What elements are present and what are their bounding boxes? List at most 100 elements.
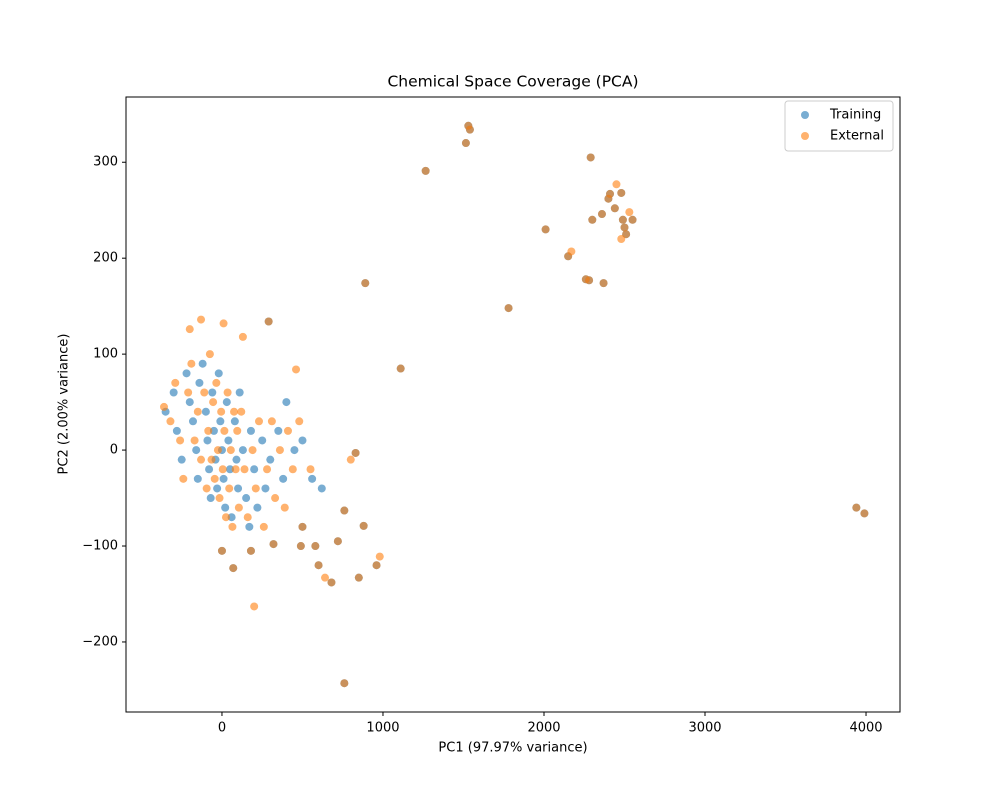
scatter-point bbox=[206, 494, 215, 503]
legend-label: External bbox=[830, 129, 884, 144]
x-axis-label: PC1 (97.97% variance) bbox=[438, 741, 587, 756]
scatter-point bbox=[182, 369, 191, 378]
scatter-point bbox=[185, 398, 194, 407]
scatter-point bbox=[205, 350, 214, 359]
scatter-point bbox=[248, 446, 257, 455]
scatter-point bbox=[203, 436, 212, 445]
scatter-point bbox=[317, 484, 326, 493]
scatter-point bbox=[215, 494, 224, 503]
scatter-point bbox=[461, 139, 470, 148]
scatter-point bbox=[274, 426, 283, 435]
scatter-point bbox=[179, 474, 188, 483]
scatter-point bbox=[421, 166, 430, 175]
scatter-point bbox=[227, 513, 236, 522]
scatter-point bbox=[296, 542, 305, 551]
scatter-point bbox=[233, 426, 242, 435]
scatter-point bbox=[216, 417, 225, 426]
scatter-point bbox=[198, 359, 207, 368]
y-tick-label: 200 bbox=[93, 251, 118, 266]
scatter-point bbox=[237, 407, 246, 416]
legend-box bbox=[784, 100, 894, 152]
scatter-point bbox=[171, 378, 180, 387]
y-tick-label: 0 bbox=[110, 443, 118, 458]
scatter-point bbox=[204, 426, 213, 435]
scatter-point bbox=[169, 388, 178, 397]
scatter-point bbox=[159, 402, 168, 411]
scatter-point bbox=[231, 465, 240, 474]
x-tick-label: 3000 bbox=[688, 721, 721, 736]
y-tick-label: 100 bbox=[93, 347, 118, 362]
scatter-point bbox=[188, 417, 197, 426]
legend-label: Training bbox=[829, 108, 881, 123]
scatter-point bbox=[586, 153, 595, 162]
scatter-point bbox=[212, 378, 221, 387]
scatter-point bbox=[201, 407, 210, 416]
scatter-point bbox=[193, 474, 202, 483]
scatter-point bbox=[250, 602, 259, 611]
scatter-point bbox=[541, 225, 550, 234]
scatter-point bbox=[238, 446, 247, 455]
scatter-point bbox=[197, 315, 206, 324]
scatter-point bbox=[209, 398, 218, 407]
scatter-point bbox=[176, 436, 185, 445]
scatter-point bbox=[567, 247, 576, 256]
scatter-point bbox=[190, 436, 199, 445]
scatter-point bbox=[628, 215, 637, 224]
scatter-point bbox=[229, 564, 238, 573]
scatter-point bbox=[585, 276, 594, 285]
scatter-point bbox=[192, 446, 201, 455]
scatter-point bbox=[218, 465, 227, 474]
scatter-point bbox=[599, 279, 608, 288]
scatter-point bbox=[221, 513, 230, 522]
scatter-point bbox=[269, 540, 278, 549]
scatter-point bbox=[295, 417, 304, 426]
scatter-point bbox=[290, 446, 299, 455]
scatter-point bbox=[375, 552, 384, 561]
scatter-point bbox=[504, 304, 513, 313]
scatter-point bbox=[220, 426, 229, 435]
scatter-point bbox=[292, 365, 301, 374]
scatter-point bbox=[253, 503, 262, 512]
scatter-point bbox=[852, 503, 861, 512]
scatter-point bbox=[223, 388, 232, 397]
scatter-point bbox=[208, 388, 217, 397]
scatter-point bbox=[222, 398, 231, 407]
scatter-point bbox=[283, 426, 292, 435]
scatter-point bbox=[266, 455, 275, 464]
scatter-point bbox=[193, 407, 202, 416]
scatter-point bbox=[226, 465, 235, 474]
scatter-point bbox=[340, 506, 349, 515]
scatter-point bbox=[224, 436, 233, 445]
scatter-point bbox=[187, 359, 196, 368]
scatter-point bbox=[238, 332, 247, 341]
scatter-point bbox=[620, 223, 629, 232]
x-tick-label: 4000 bbox=[849, 721, 882, 736]
scatter-point bbox=[234, 484, 243, 493]
scatter-point bbox=[251, 484, 260, 493]
scatter-point bbox=[588, 215, 597, 224]
scatter-point bbox=[232, 455, 241, 464]
scatter-point bbox=[264, 317, 273, 326]
scatter-point bbox=[213, 446, 222, 455]
scatter-point bbox=[195, 378, 204, 387]
plot-frame bbox=[125, 96, 901, 713]
scatter-point bbox=[298, 436, 307, 445]
scatter-point bbox=[207, 455, 216, 464]
scatter-point bbox=[597, 210, 606, 219]
scatter-point bbox=[214, 369, 223, 378]
scatter-point bbox=[346, 455, 355, 464]
scatter-point bbox=[333, 537, 342, 546]
scatter-point bbox=[298, 522, 307, 531]
scatter-point bbox=[396, 364, 405, 373]
scatter-point bbox=[217, 407, 226, 416]
scatter-point bbox=[618, 215, 627, 224]
scatter-point bbox=[210, 474, 219, 483]
scatter-point bbox=[200, 388, 209, 397]
x-tick-label: 2000 bbox=[527, 721, 560, 736]
scatter-point bbox=[219, 319, 228, 328]
scatter-point bbox=[308, 474, 317, 483]
scatter-point bbox=[235, 388, 244, 397]
scatter-point bbox=[240, 465, 249, 474]
scatter-point bbox=[263, 465, 272, 474]
